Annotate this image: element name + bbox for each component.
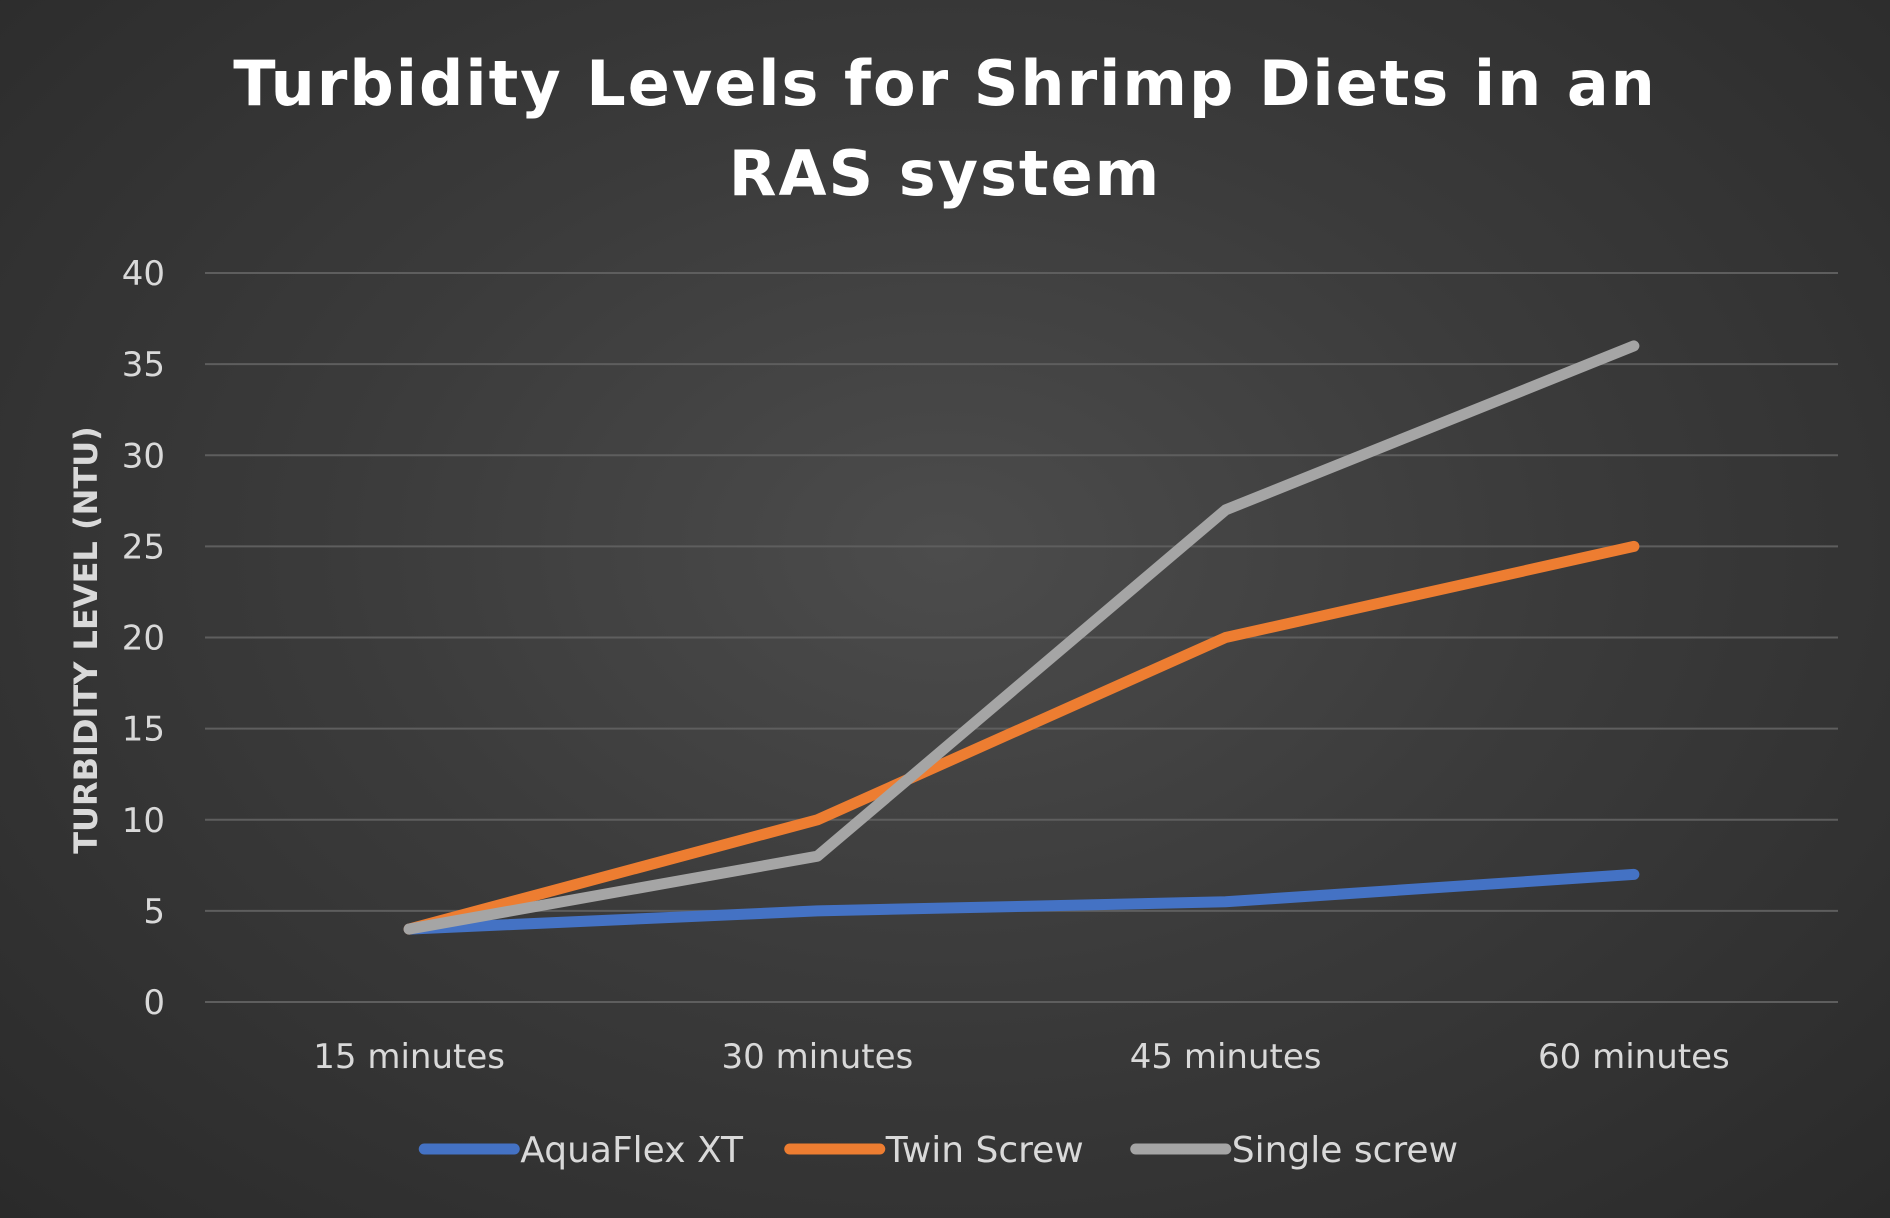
legend: AquaFlex XT Twin Screw Single screw: [418, 1130, 1458, 1171]
legend-item[interactable]: Twin Screw: [784, 1130, 1084, 1171]
y-tick-label: 15: [122, 710, 165, 750]
legend-item[interactable]: AquaFlex XT: [418, 1130, 744, 1171]
y-tick-label: 30: [122, 436, 165, 476]
legend-label: AquaFlex XT: [520, 1130, 744, 1171]
series-line-aquaflex-xt: [403, 868, 1640, 935]
x-tick-labels: 15 minutes 30 minutes 45 minutes 60 minutes: [313, 1037, 1729, 1077]
y-tick-label: 20: [122, 619, 165, 659]
x-tick-label: 30 minutes: [722, 1037, 914, 1077]
x-tick-label: 60 minutes: [1538, 1037, 1730, 1077]
chart-title-line-1: Turbidity Levels for Shrimp Diets in an: [233, 47, 1657, 120]
y-tick-label: 5: [143, 892, 165, 932]
legend-label: Single screw: [1232, 1130, 1458, 1171]
y-tick-label: 40: [122, 254, 165, 294]
x-tick-label: 15 minutes: [313, 1037, 505, 1077]
x-tick-label: 45 minutes: [1130, 1037, 1322, 1077]
y-axis-label: TURBIDITY LEVEL (NTU): [67, 426, 105, 854]
legend-item[interactable]: Single screw: [1130, 1130, 1458, 1171]
series-line-twin-screw: [403, 540, 1640, 935]
gridlines: [205, 272, 1838, 1003]
chart-title-line-2: RAS system: [729, 137, 1161, 210]
y-tick-label: 25: [122, 527, 165, 567]
series-lines: [403, 340, 1640, 935]
y-tick-labels: 0 5 10 15 20 25 30 35 40: [122, 254, 165, 1023]
series-line-single-screw: [403, 340, 1640, 935]
y-tick-label: 35: [122, 345, 165, 385]
y-tick-label: 10: [122, 801, 165, 841]
y-tick-label: 0: [143, 983, 165, 1023]
legend-label: Twin Screw: [885, 1130, 1084, 1171]
